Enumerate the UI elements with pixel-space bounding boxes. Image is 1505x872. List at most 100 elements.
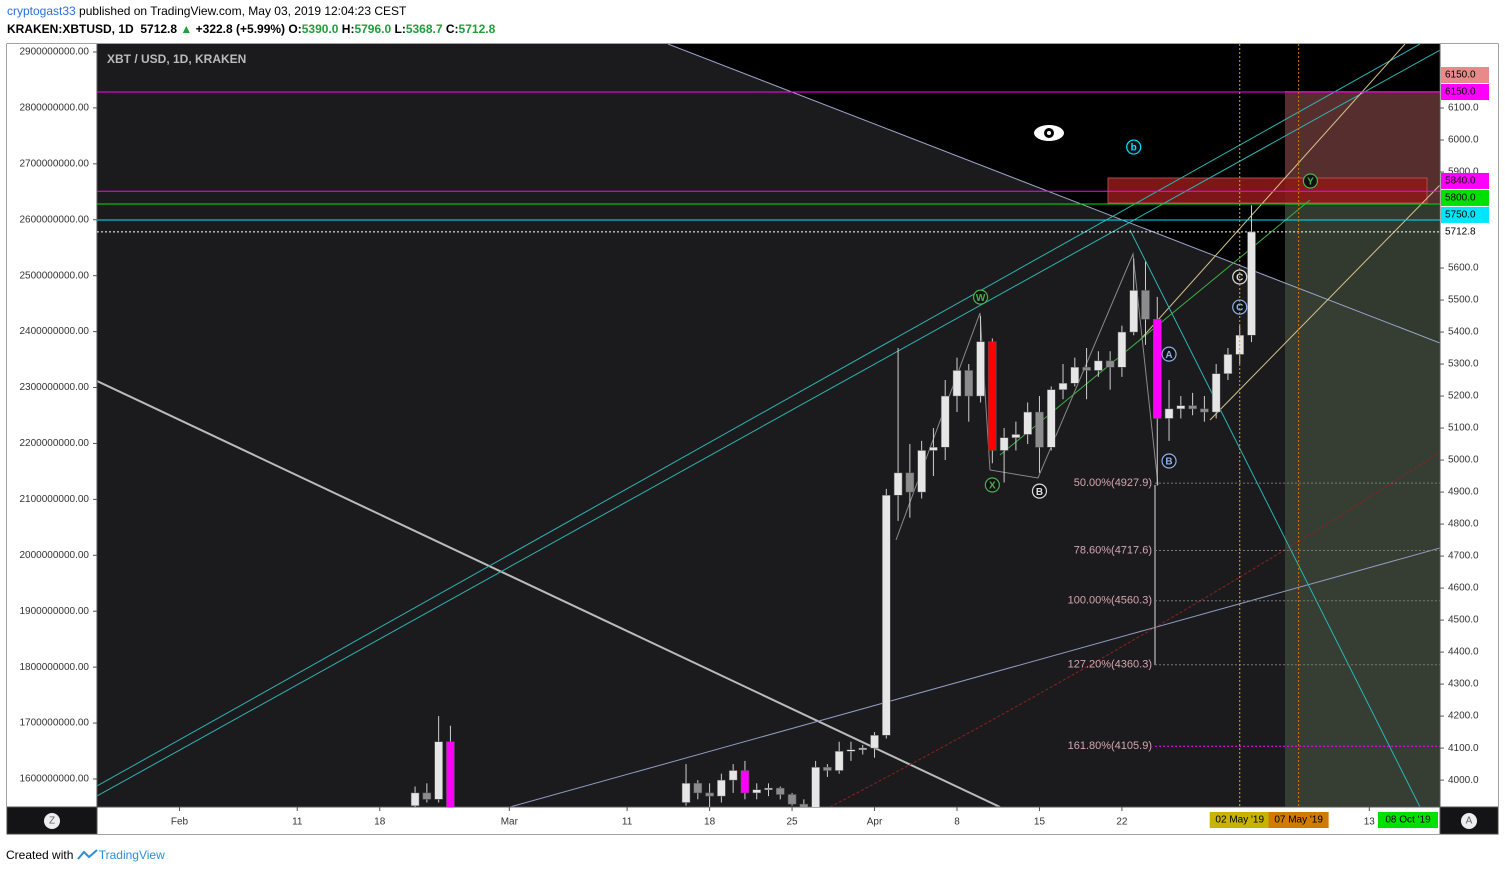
- wave-label: C: [1236, 273, 1243, 284]
- chart: XBT / USD, 1D, KRAKEN Z A 50.00%(4927.9)…: [6, 43, 1499, 835]
- wave-marker: [1161, 346, 1177, 362]
- y2-tick-label: 2000000000.00: [19, 550, 89, 561]
- candle-body: [787, 794, 797, 805]
- publish-line: cryptogast33 published on TradingView.co…: [7, 4, 406, 18]
- wave-label: X: [989, 481, 996, 492]
- candle-body: [976, 341, 985, 397]
- corner-button[interactable]: [1461, 813, 1477, 829]
- candle-body: [422, 792, 432, 800]
- channel-line: [97, 49, 1440, 797]
- y2-tick-label: 2200000000.00: [19, 438, 89, 449]
- last: 5712.8: [140, 22, 178, 36]
- fib-label: 100.00%(4560.3): [1068, 595, 1152, 607]
- wave-marker: [1302, 173, 1319, 189]
- y2-tick-label: 2400000000.00: [19, 326, 89, 337]
- candle-body: [893, 472, 903, 496]
- channel-line: [1139, 44, 1406, 341]
- candle-body: [882, 495, 891, 736]
- change: +322.8 (+5.99%): [195, 22, 286, 36]
- corner-label[interactable]: A: [1466, 816, 1473, 827]
- candle-body: [1247, 231, 1256, 336]
- price-tag-label: 5840.0: [1445, 176, 1476, 187]
- candle-body: [917, 450, 926, 493]
- right-axis: [1440, 44, 1498, 807]
- candle-body: [952, 370, 962, 397]
- trend-line: [509, 547, 1440, 807]
- created-with: Created with: [6, 848, 74, 862]
- eye-icon: [1034, 125, 1064, 141]
- price-tag: [1441, 84, 1489, 101]
- date-tag: [1268, 812, 1329, 828]
- wave-label: B: [1165, 457, 1172, 468]
- x-tick-label: 11: [292, 817, 303, 828]
- ohlc-label: O:: [288, 22, 302, 36]
- y-tick-label: 6000.0: [1448, 135, 1479, 146]
- channel-line: [1209, 184, 1440, 421]
- symbol: KRAKEN:XBTUSD, 1D: [7, 22, 134, 36]
- candle-body: [929, 447, 938, 451]
- y-tick-label: 4000.0: [1448, 775, 1479, 786]
- candle-body: [1188, 405, 1197, 410]
- y-tick-label: 5600.0: [1448, 263, 1479, 274]
- candle-body: [1200, 408, 1209, 413]
- fib-label: 50.00%(4927.9): [1074, 477, 1152, 489]
- candle-body: [1023, 411, 1032, 435]
- wave-label: W: [976, 293, 986, 304]
- wave-marker: [1031, 483, 1048, 499]
- y-tick-label: 5300.0: [1448, 359, 1479, 370]
- y-tick-label: 5900.0: [1448, 167, 1479, 178]
- x-tick-label: Apr: [867, 817, 883, 828]
- date-tag: [1378, 812, 1438, 828]
- left-axis: [7, 44, 97, 807]
- y-tick-label: 4500.0: [1448, 615, 1479, 626]
- fib-label: 161.80%(4105.9): [1068, 740, 1152, 752]
- price-tag: [1441, 172, 1489, 189]
- wave-label: Y: [1307, 177, 1314, 188]
- y-tick-label: 4800.0: [1448, 519, 1479, 530]
- y-tick-label: 4200.0: [1448, 711, 1479, 722]
- x-tick-label: 13: [1364, 817, 1376, 828]
- price-tag: [1441, 67, 1489, 84]
- brand[interactable]: TradingView: [98, 848, 165, 862]
- price-tag: [1441, 189, 1489, 206]
- x-tick-label: Feb: [171, 817, 189, 828]
- chart-title: XBT / USD, 1D, KRAKEN: [107, 52, 246, 66]
- corner-button[interactable]: [44, 813, 60, 829]
- candle-body: [752, 789, 761, 794]
- ohlc: O:5390.0 H:5796.0 L:5368.7 C:5712.8: [288, 22, 498, 36]
- price-tag-label: 5800.0: [1445, 193, 1476, 204]
- candle-body: [1153, 318, 1162, 419]
- candle-body: [834, 751, 844, 771]
- wave-marker: [1161, 453, 1177, 469]
- reward-zone: [1285, 203, 1440, 807]
- logo: [76, 849, 98, 860]
- y2-tick-label: 1900000000.00: [19, 606, 89, 617]
- x-tick-label: Mar: [501, 817, 519, 828]
- trend-line: [97, 380, 1001, 807]
- y-tick-label: 5500.0: [1448, 295, 1479, 306]
- candle-body: [410, 792, 420, 806]
- fib-label: 78.60%(4717.6): [1074, 544, 1152, 556]
- y-tick-label: 5000.0: [1448, 455, 1479, 466]
- candle-body: [764, 787, 773, 790]
- y2-tick-label: 1700000000.00: [19, 718, 89, 729]
- ohlc-label: L:: [394, 22, 406, 36]
- y2-tick-label: 2900000000.00: [19, 47, 89, 58]
- wave-label: b: [1131, 143, 1137, 154]
- candle-body: [1129, 290, 1138, 333]
- corner-label[interactable]: Z: [49, 816, 55, 827]
- trend-line: [667, 44, 1440, 344]
- plot: 50.00%(4927.9) 78.60%(4717.6) 100.00%(4560…: [97, 44, 1440, 807]
- candle-body: [846, 749, 856, 752]
- ohlc-value: 5368.7: [405, 22, 443, 36]
- candle-body: [1105, 360, 1115, 368]
- candle-body: [728, 770, 738, 781]
- wave-marker: [984, 477, 1000, 493]
- ohlc-value: 5796.0: [354, 22, 392, 36]
- ohlc-label: H:: [341, 22, 355, 36]
- candle-body: [434, 741, 443, 800]
- y2-tick-label: 2700000000.00: [19, 158, 89, 169]
- y-tick-label: 6100.0: [1448, 103, 1479, 114]
- author[interactable]: cryptogast33: [7, 4, 76, 18]
- candle-body: [858, 747, 867, 750]
